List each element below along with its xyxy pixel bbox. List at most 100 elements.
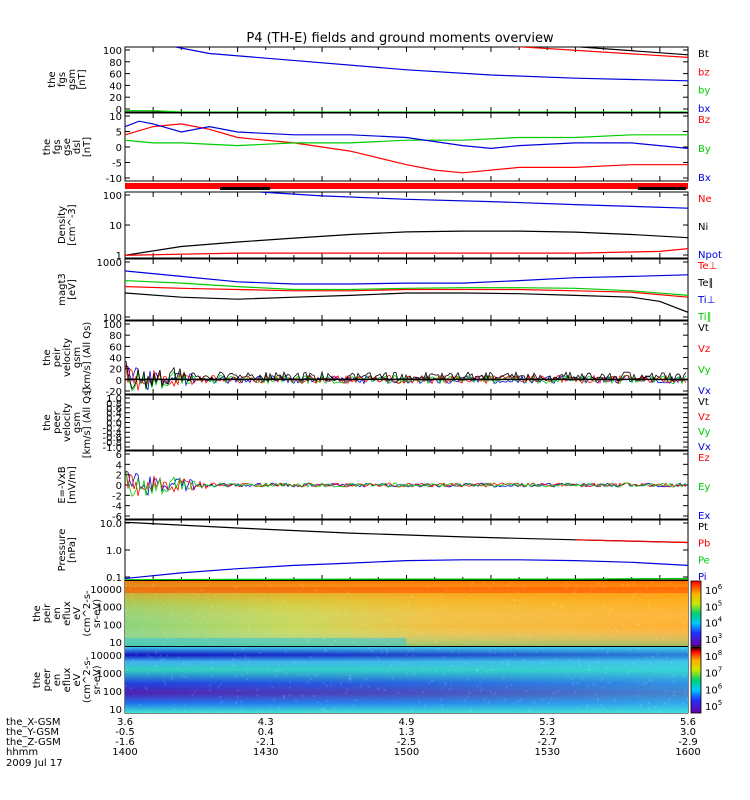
spectrogram-speckle: [657, 653, 659, 656]
spectrogram-speckle: [597, 660, 600, 663]
y-tick-label: 0.4: [106, 409, 122, 420]
spectrogram-speckle: [673, 694, 676, 697]
spectrogram-speckle: [307, 607, 310, 609]
legend-label: By: [698, 144, 711, 155]
spectrogram-speckle: [627, 599, 629, 601]
spectrogram-speckle: [307, 640, 309, 643]
spectrogram-speckle: [575, 585, 578, 588]
spectrogram-speckle: [560, 605, 563, 608]
spectrogram-speckle: [651, 656, 654, 659]
x-row-value: 1600: [675, 747, 700, 758]
noise-trace-red: [125, 471, 687, 496]
spectrogram-speckle: [129, 647, 131, 650]
spectrogram-speckle: [249, 608, 252, 611]
spectrogram-speckle: [183, 702, 186, 705]
spectrogram-speckle: [426, 609, 429, 612]
spectrogram-speckle: [470, 633, 473, 636]
spectrogram-speckle: [394, 596, 397, 599]
spectrogram-speckle: [370, 611, 373, 614]
spectrogram-speckle: [180, 644, 183, 646]
spectrogram-speckle: [330, 643, 333, 646]
spectrogram-speckle: [617, 710, 620, 712]
spectrogram-speckle: [233, 659, 236, 662]
spectrogram-speckle: [682, 613, 685, 615]
spectrogram-speckle: [256, 694, 259, 697]
series-line-Pt: [125, 521, 688, 544]
spectrogram-speckle: [666, 598, 669, 601]
spectrogram-speckle: [172, 592, 175, 595]
y-tick-label: 100: [103, 320, 122, 331]
spectrogram-speckle: [282, 695, 285, 697]
spectrogram-speckle: [377, 687, 379, 690]
spectrogram-speckle: [433, 607, 435, 610]
spectrogram-speckle: [214, 643, 217, 646]
spectrogram-speckle: [479, 690, 482, 693]
spectrogram-speckle: [270, 638, 273, 641]
spectrogram-speckle: [630, 597, 633, 600]
y-tick-label: 0.0: [106, 419, 122, 430]
spectrogram-speckle: [481, 666, 483, 669]
spectrogram-speckle: [565, 586, 568, 589]
spectrogram-speckle: [180, 602, 182, 605]
spectrogram-speckle: [504, 698, 507, 701]
spectrogram-speckle: [293, 662, 296, 665]
spectrogram-speckle: [289, 680, 291, 683]
spectrogram-speckle: [400, 633, 403, 636]
spectrogram-speckle: [232, 664, 235, 667]
spectrogram-speckle: [166, 654, 169, 657]
spectrogram-speckle: [528, 709, 531, 712]
spectrogram-speckle: [125, 668, 128, 671]
spectrogram-speckle: [651, 631, 654, 634]
spectrogram-speckle: [129, 687, 132, 690]
spectrogram-speckle: [503, 676, 506, 678]
spectrogram-speckle: [513, 604, 516, 607]
spectrogram-speckle: [228, 634, 231, 637]
spectrogram-speckle: [517, 700, 520, 703]
spectrogram-speckle: [335, 705, 338, 708]
spectrogram-speckle: [450, 665, 453, 668]
y-tick-label: 5: [116, 128, 122, 139]
x-row-value: -1.6: [115, 737, 135, 748]
spectrogram-speckle: [487, 701, 490, 704]
spectrogram-speckle: [553, 603, 556, 606]
spectrogram-speckle: [520, 634, 523, 637]
spectrogram-speckle: [345, 603, 348, 606]
spectrogram-speckle: [646, 595, 649, 598]
spectrogram-speckle: [275, 675, 278, 678]
spectrogram-speckle: [187, 634, 189, 636]
spectrogram-speckle: [316, 701, 319, 704]
spectrogram-speckle: [385, 619, 388, 622]
colorbar-tick-label: 103: [705, 632, 722, 646]
y-axis-label: velocity: [62, 338, 73, 377]
spectrogram-speckle: [422, 642, 425, 645]
spectrogram-speckle: [211, 606, 214, 609]
spectrogram-speckle: [626, 584, 629, 587]
spectrogram-speckle: [262, 639, 265, 642]
spectrogram-speckle: [148, 655, 151, 658]
spectrogram-speckle: [410, 581, 413, 583]
state-bar: [125, 183, 688, 189]
spectrogram-speckle: [668, 699, 670, 702]
spectrogram-speckle: [206, 621, 209, 624]
y-tick-label: -0.8: [102, 438, 122, 449]
spectrogram-speckle: [184, 709, 187, 712]
page-title: P4 (TH-E) fields and ground moments over…: [246, 31, 554, 46]
spectrogram-speckle: [490, 669, 493, 672]
spectrogram-speckle: [556, 690, 559, 693]
legend-label: Ne: [698, 194, 712, 205]
spectrogram-speckle: [194, 690, 196, 693]
spectrogram-speckle: [240, 708, 243, 711]
spectrogram-speckle: [418, 700, 421, 703]
y-tick-label: 1000: [97, 258, 122, 269]
spectrogram-speckle: [391, 639, 394, 642]
spectrogram-speckle: [528, 709, 531, 712]
colorbar-gradient: [690, 580, 702, 647]
panel-plot-area: [125, 192, 688, 256]
spectrogram-speckle: [427, 585, 430, 588]
spectrogram-speckle: [658, 628, 661, 631]
spectrogram-speckle: [619, 612, 622, 615]
spectrogram-speckle: [637, 695, 640, 697]
y-tick-label: 40: [109, 354, 122, 365]
spectrogram-speckle: [302, 662, 305, 665]
